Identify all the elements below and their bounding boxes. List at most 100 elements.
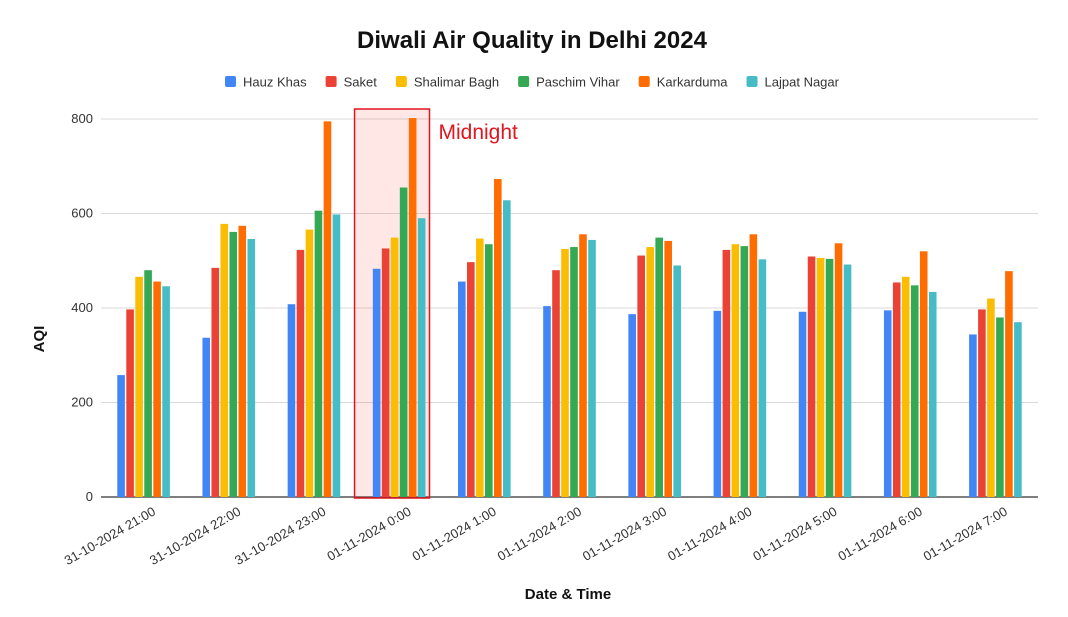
- y-tick-label: 800: [71, 111, 93, 126]
- legend: Hauz Khas Saket Shalimar Bagh Paschim Vihar…: [225, 75, 840, 90]
- x-tick-label: 01-11-2024 3:00: [580, 504, 669, 564]
- bar: [417, 218, 426, 497]
- bar: [381, 248, 390, 497]
- bar: [458, 281, 466, 497]
- y-tick-label: 600: [71, 206, 93, 221]
- legend-swatch: [518, 76, 530, 87]
- bar: [996, 317, 1004, 497]
- bar: [238, 225, 247, 497]
- x-tick-label: 31-10-2024 22:00: [147, 504, 243, 568]
- x-tick-label: 01-11-2024 5:00: [750, 504, 839, 564]
- bar: [485, 244, 493, 497]
- bar: [135, 276, 143, 497]
- y-axis-title: AQI: [31, 326, 48, 353]
- y-tick-label: 0: [86, 489, 93, 504]
- legend-label: Paschim Vihar: [536, 75, 620, 90]
- bar: [928, 291, 937, 497]
- bar: [323, 121, 332, 498]
- bar: [655, 237, 663, 497]
- bar: [731, 244, 740, 497]
- bar: [834, 243, 843, 497]
- bar: [892, 282, 901, 497]
- bar: [144, 270, 152, 497]
- legend-swatch: [225, 76, 237, 87]
- bar: [552, 270, 560, 497]
- y-tick-label: 400: [71, 300, 93, 315]
- bar: [722, 249, 731, 497]
- bar: [332, 214, 341, 497]
- bar: [117, 375, 125, 497]
- bar: [126, 309, 134, 497]
- legend-label: Karkarduma: [657, 75, 729, 90]
- legend-swatch: [395, 76, 407, 87]
- bar: [476, 238, 484, 498]
- bar: [588, 239, 596, 497]
- bar: [314, 210, 323, 498]
- x-tick-label: 01-11-2024 1:00: [410, 504, 499, 564]
- bar: [247, 239, 256, 497]
- annotation-label: Midnight: [439, 121, 519, 144]
- legend-swatch: [746, 76, 758, 87]
- bar: [153, 281, 161, 497]
- bar: [561, 248, 569, 497]
- bars: [117, 118, 1022, 498]
- bar: [816, 257, 825, 497]
- x-tick-label: 01-11-2024 0:00: [324, 504, 413, 564]
- bar: [740, 246, 749, 497]
- bar: [467, 262, 475, 497]
- legend-label: Saket: [344, 75, 378, 90]
- bar: [390, 237, 399, 497]
- bar: [162, 286, 170, 497]
- x-tick-label: 01-11-2024 6:00: [835, 504, 924, 564]
- bar: [305, 229, 314, 497]
- bar: [646, 247, 654, 497]
- bar: [798, 311, 807, 497]
- bar: [399, 187, 408, 497]
- x-tick-label: 01-11-2024 4:00: [665, 504, 754, 564]
- bar: [910, 285, 919, 497]
- x-tick-label: 31-10-2024 23:00: [232, 504, 328, 568]
- bar: [807, 256, 816, 497]
- legend-label: Hauz Khas: [243, 75, 307, 90]
- bar: [969, 334, 977, 497]
- bar: [296, 249, 305, 497]
- bar: [503, 200, 511, 497]
- bar: [749, 234, 758, 498]
- bar: [628, 314, 636, 497]
- x-tick-label: 01-11-2024 2:00: [495, 504, 584, 564]
- bar: [901, 276, 910, 497]
- bar: [825, 258, 834, 497]
- legend-swatch: [638, 76, 650, 87]
- x-tick-label: 01-11-2024 7:00: [921, 504, 1010, 564]
- legend-swatch: [325, 76, 337, 87]
- bar: [211, 267, 220, 497]
- legend-label: Lajpat Nagar: [765, 75, 840, 90]
- bar: [919, 251, 928, 497]
- bar: [883, 310, 892, 497]
- y-axis: 0 200 400 600 800: [71, 111, 93, 504]
- bar: [1005, 271, 1013, 497]
- bar: [543, 306, 551, 497]
- x-axis-title: Date & Time: [525, 586, 611, 603]
- bar: [664, 240, 672, 497]
- legend-label: Shalimar Bagh: [414, 75, 499, 90]
- bar: [1014, 322, 1022, 497]
- bar: [713, 310, 722, 497]
- bar: [372, 268, 381, 497]
- y-tick-label: 200: [71, 395, 93, 410]
- bar: [978, 309, 986, 497]
- bar: [637, 255, 645, 497]
- bar: [408, 118, 417, 498]
- bar: [202, 337, 211, 497]
- chart-title: Diwali Air Quality in Delhi 2024: [357, 27, 708, 54]
- bar: [220, 223, 229, 497]
- gridlines: [101, 118, 1038, 498]
- bar: [570, 247, 578, 497]
- bar: [229, 231, 238, 498]
- bar: [987, 298, 995, 497]
- bar: [494, 179, 502, 497]
- bar: [673, 265, 681, 497]
- bar: [843, 264, 852, 497]
- x-tick-label: 31-10-2024 21:00: [62, 504, 158, 568]
